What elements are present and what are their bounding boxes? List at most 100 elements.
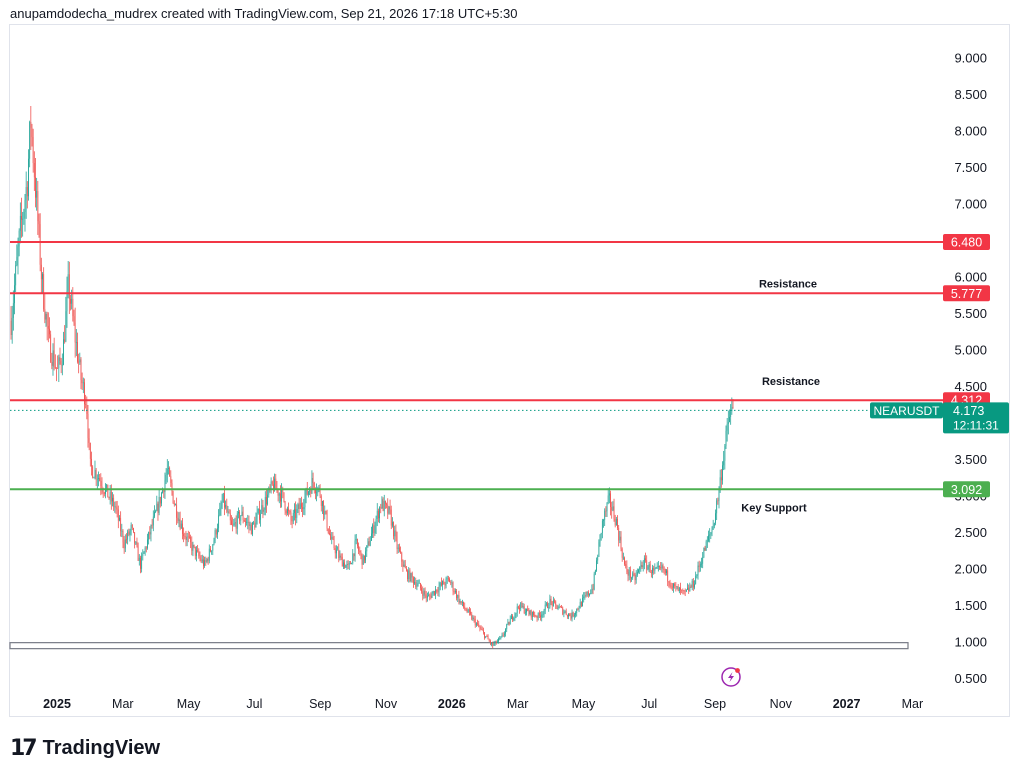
candle-body <box>536 616 538 618</box>
candle <box>600 532 602 541</box>
candle <box>262 499 264 519</box>
candle <box>341 553 343 567</box>
candle <box>141 552 143 573</box>
candle <box>203 555 204 570</box>
candle <box>424 587 426 599</box>
candle-body <box>326 512 328 529</box>
candle-body <box>243 520 245 522</box>
candle <box>61 353 63 376</box>
candle-body <box>394 530 396 537</box>
candle-body <box>280 493 281 502</box>
candle <box>367 538 369 548</box>
candle <box>298 497 300 516</box>
candle-body <box>563 612 565 615</box>
candle-body <box>107 484 109 498</box>
candle-body <box>493 643 495 646</box>
candle-body <box>547 603 548 608</box>
candle <box>180 520 182 529</box>
candle-body <box>730 411 732 417</box>
candle <box>187 530 189 543</box>
candle-body <box>605 510 607 512</box>
candle-body <box>417 583 419 585</box>
candle-body <box>516 606 518 613</box>
candle-body <box>124 539 126 549</box>
candle-body <box>239 512 241 521</box>
candle <box>578 605 580 613</box>
candle-body <box>257 508 259 514</box>
candle-body <box>706 540 708 542</box>
candle <box>678 586 680 594</box>
candle <box>394 525 396 543</box>
candle-body <box>392 522 393 526</box>
price-tag-resistance <box>943 233 990 250</box>
candle-body <box>28 158 29 197</box>
candle <box>711 526 713 537</box>
candle-body <box>87 413 89 439</box>
candle-body <box>589 593 590 596</box>
candle <box>299 498 301 510</box>
candle <box>221 493 223 510</box>
candle <box>507 618 509 626</box>
candle-body <box>445 578 447 586</box>
candle <box>705 539 707 551</box>
candle-body <box>33 163 35 178</box>
candle-body <box>380 507 382 509</box>
candle <box>395 524 397 542</box>
candle <box>81 372 83 390</box>
candle-body <box>426 596 428 598</box>
candle <box>49 317 50 339</box>
candle <box>295 501 297 526</box>
candle-body <box>552 600 554 606</box>
candle-body <box>524 612 526 614</box>
candle <box>311 470 313 494</box>
candle-body <box>253 522 255 524</box>
last-price-tag <box>943 402 1009 434</box>
candle-body <box>600 532 602 535</box>
candle-body <box>138 557 140 561</box>
candle-body <box>641 564 643 568</box>
candle <box>155 509 157 514</box>
candle <box>108 496 110 500</box>
candle <box>466 607 468 614</box>
candle <box>513 616 515 622</box>
candle-body <box>407 570 408 579</box>
candle <box>121 523 123 538</box>
candle-body <box>344 562 345 568</box>
candle-body <box>178 519 180 521</box>
candle <box>631 576 632 582</box>
candle <box>537 612 539 621</box>
candle-body <box>529 610 531 615</box>
candle <box>117 505 119 529</box>
candle <box>652 564 653 579</box>
candle-body <box>499 638 501 639</box>
candle <box>157 501 159 521</box>
candle-body <box>121 530 123 532</box>
y-tick-label: 6.000 <box>954 270 987 285</box>
candle <box>475 622 477 627</box>
candle <box>523 603 525 615</box>
candle <box>715 509 716 526</box>
candle-body <box>569 613 571 616</box>
candle-body <box>687 587 688 590</box>
candle-body <box>627 572 629 576</box>
candle-body <box>204 560 206 566</box>
candle <box>632 571 634 580</box>
candle <box>267 488 269 506</box>
candle-body <box>250 524 252 535</box>
candle-body <box>61 364 63 366</box>
candle-body <box>284 501 286 511</box>
candle <box>512 614 513 623</box>
candle-body <box>620 536 622 549</box>
candle-body <box>267 494 269 505</box>
candle-body <box>142 553 144 556</box>
candle <box>241 504 243 517</box>
candle-body <box>368 541 370 546</box>
candle <box>626 560 628 575</box>
candle-body <box>501 634 503 637</box>
candle <box>331 532 333 545</box>
candle <box>194 546 196 560</box>
candle-body <box>680 587 681 590</box>
candle <box>510 613 512 620</box>
candle <box>703 547 705 559</box>
